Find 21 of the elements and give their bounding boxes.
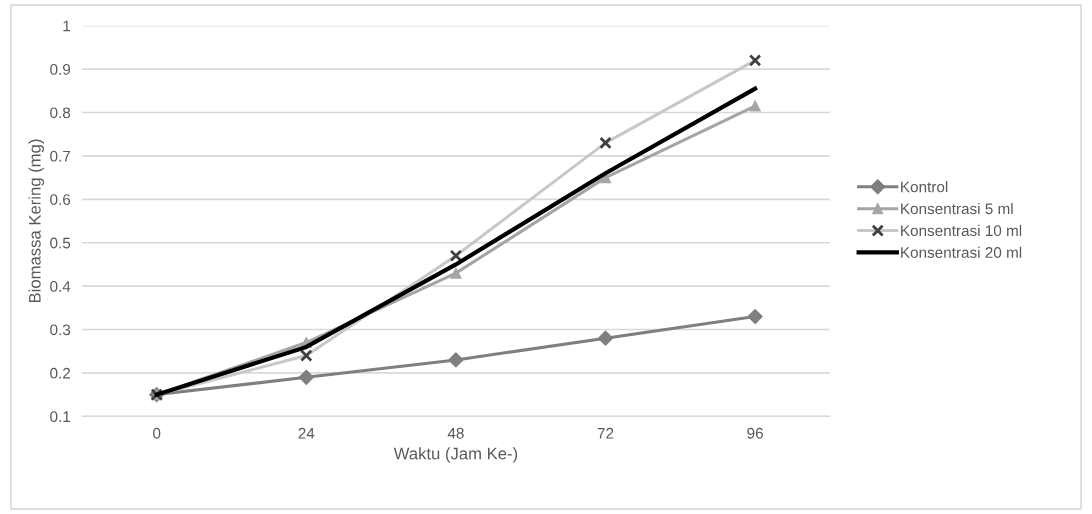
y-tick-label: 0.7	[50, 150, 71, 162]
x-tick-label: 96	[747, 427, 763, 439]
y-tick-label: 0.6	[50, 194, 71, 205]
y-tick-label: 0.4	[50, 280, 71, 292]
y-tick-label: 0.3	[50, 324, 71, 336]
x-tick-label: 72	[597, 427, 614, 439]
legend-label: Konsentrasi 20 ml	[901, 246, 1022, 258]
x-tick-label: 48	[447, 427, 464, 439]
legend-label: Konsentrasi 10 ml	[901, 224, 1022, 237]
x-tick-label: 0	[153, 427, 161, 439]
y-axis-title: Biomassa Kering (mg)	[28, 139, 44, 303]
legend-label: Konsentrasi 5 ml	[901, 202, 1013, 215]
y-tick-label: 0.9	[50, 63, 71, 75]
x-axis-title: Waktu (Jam Ke-)	[393, 447, 518, 463]
y-tick-label: 0.2	[50, 367, 71, 379]
legend-label: Kontrol	[901, 181, 948, 193]
x-tick-label: 24	[298, 427, 315, 439]
y-tick-label: 1	[63, 20, 71, 32]
y-tick-label: 0.8	[50, 107, 71, 119]
y-tick-label: 0.5	[50, 237, 71, 249]
y-tick-label: 0.1	[50, 411, 71, 423]
